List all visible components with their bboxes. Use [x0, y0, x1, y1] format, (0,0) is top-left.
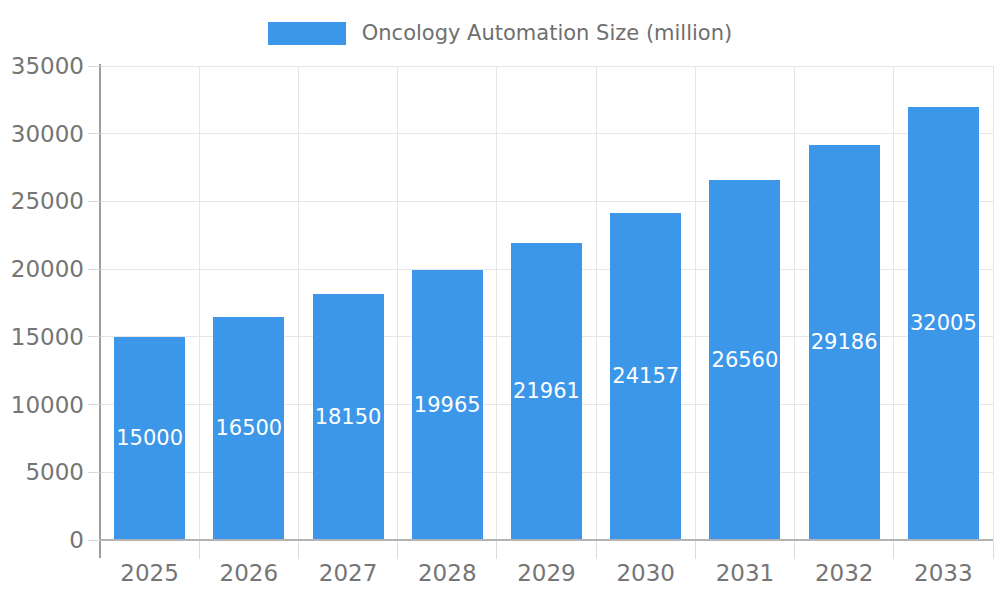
x-axis-tick-label: 2031 — [695, 560, 794, 586]
bar-2027[interactable]: 18150 — [313, 294, 384, 540]
v-gridline — [993, 66, 994, 540]
x-axis-tick-label: 2025 — [100, 560, 199, 586]
legend-label: Oncology Automation Size (million) — [362, 21, 732, 45]
y-axis-tick — [88, 201, 100, 202]
v-gridline — [695, 66, 696, 540]
bar-value-label: 19965 — [414, 393, 481, 417]
x-axis-tick — [397, 541, 398, 559]
bar-value-label: 21961 — [513, 379, 580, 403]
bar-2030[interactable]: 24157 — [610, 213, 681, 540]
x-axis-tick-label: 2029 — [497, 560, 596, 586]
y-axis-tick-label: 10000 — [0, 392, 84, 418]
x-axis-tick — [993, 541, 994, 559]
x-axis-tick-label: 2032 — [795, 560, 894, 586]
bar-2029[interactable]: 21961 — [511, 243, 582, 540]
y-axis-line — [99, 64, 101, 558]
y-axis-tick — [88, 336, 100, 337]
x-axis-tick — [596, 541, 597, 559]
bar-2031[interactable]: 26560 — [709, 180, 780, 540]
x-axis-tick — [695, 541, 696, 559]
x-axis-tick-label: 2030 — [596, 560, 695, 586]
plot-area: 15000 16500 18150 19965 21961 24157 26560 29186… — [100, 66, 993, 540]
v-gridline — [893, 66, 894, 540]
y-axis-tick-label: 0 — [0, 527, 84, 553]
legend-swatch-icon — [268, 22, 346, 45]
legend-item-oncology-automation[interactable]: Oncology Automation Size (million) — [268, 21, 732, 45]
h-gridline — [100, 66, 993, 67]
h-gridline — [100, 133, 993, 134]
bar-value-label: 29186 — [811, 330, 878, 354]
x-axis-tick-label: 2033 — [894, 560, 993, 586]
bar-2026[interactable]: 16500 — [213, 317, 284, 540]
x-axis-tick-label: 2028 — [398, 560, 497, 586]
chart-legend: Oncology Automation Size (million) — [0, 17, 1000, 49]
y-axis-tick — [88, 269, 100, 270]
bar-value-label: 16500 — [215, 416, 282, 440]
v-gridline — [496, 66, 497, 540]
bar-value-label: 32005 — [910, 311, 977, 335]
bar-2028[interactable]: 19965 — [412, 270, 483, 540]
y-axis-tick-label: 20000 — [0, 256, 84, 282]
y-axis-tick-label: 15000 — [0, 324, 84, 350]
y-axis-tick — [88, 404, 100, 405]
bar-2025[interactable]: 15000 — [114, 337, 185, 540]
v-gridline — [794, 66, 795, 540]
v-gridline — [298, 66, 299, 540]
y-axis-tick — [88, 540, 100, 541]
y-axis-tick-label: 5000 — [0, 459, 84, 485]
x-axis-line — [100, 539, 993, 541]
x-axis-tick-label: 2026 — [199, 560, 298, 586]
y-axis-tick-label: 35000 — [0, 53, 84, 79]
x-axis-tick — [496, 541, 497, 559]
y-axis-tick — [88, 472, 100, 473]
x-axis-tick — [199, 541, 200, 559]
y-axis-tick — [88, 66, 100, 67]
bar-2033[interactable]: 32005 — [908, 107, 979, 540]
bar-value-label: 18150 — [315, 405, 382, 429]
y-axis-tick-label: 30000 — [0, 121, 84, 147]
bar-2032[interactable]: 29186 — [809, 145, 880, 540]
bar-chart: Oncology Automation Size (million) 15000… — [0, 0, 1000, 600]
y-axis-tick-label: 25000 — [0, 188, 84, 214]
v-gridline — [397, 66, 398, 540]
bar-value-label: 26560 — [712, 348, 779, 372]
v-gridline — [596, 66, 597, 540]
x-axis-tick — [893, 541, 894, 559]
x-axis-tick-label: 2027 — [298, 560, 397, 586]
x-axis-tick — [794, 541, 795, 559]
bar-value-label: 15000 — [116, 426, 183, 450]
y-axis-tick — [88, 133, 100, 134]
x-axis-tick — [298, 541, 299, 559]
v-gridline — [199, 66, 200, 540]
bar-value-label: 24157 — [612, 364, 679, 388]
